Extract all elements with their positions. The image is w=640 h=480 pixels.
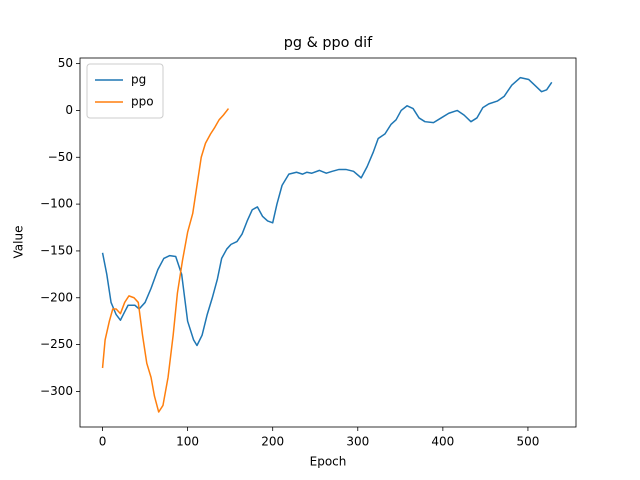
y-tick-label: −200: [40, 290, 73, 304]
y-tick-label: −100: [40, 197, 73, 211]
plot-frame: [79, 57, 577, 428]
legend-label: ppo: [131, 95, 154, 109]
x-tick-label: 0: [99, 435, 107, 449]
x-axis-label: Epoch: [310, 455, 347, 469]
y-tick-label: 0: [65, 103, 73, 117]
x-tick-label: 100: [176, 435, 199, 449]
y-axis-label: Value: [12, 226, 26, 259]
y-tick-label: −50: [48, 150, 73, 164]
legend-box: [86, 63, 164, 119]
x-tick-label: 300: [346, 435, 369, 449]
y-tick-label: −150: [40, 243, 73, 257]
legend-label: pg: [131, 73, 146, 87]
x-tick-label: 200: [261, 435, 284, 449]
y-tick-label: −250: [40, 337, 73, 351]
chart-title: pg & ppo dif: [284, 35, 373, 51]
y-tick-label: −300: [40, 384, 73, 398]
y-tick-label: 50: [58, 56, 73, 70]
line-series: [101, 76, 553, 347]
x-tick-label: 500: [516, 435, 539, 449]
line-series: [101, 108, 230, 413]
x-tick-label: 400: [431, 435, 454, 449]
